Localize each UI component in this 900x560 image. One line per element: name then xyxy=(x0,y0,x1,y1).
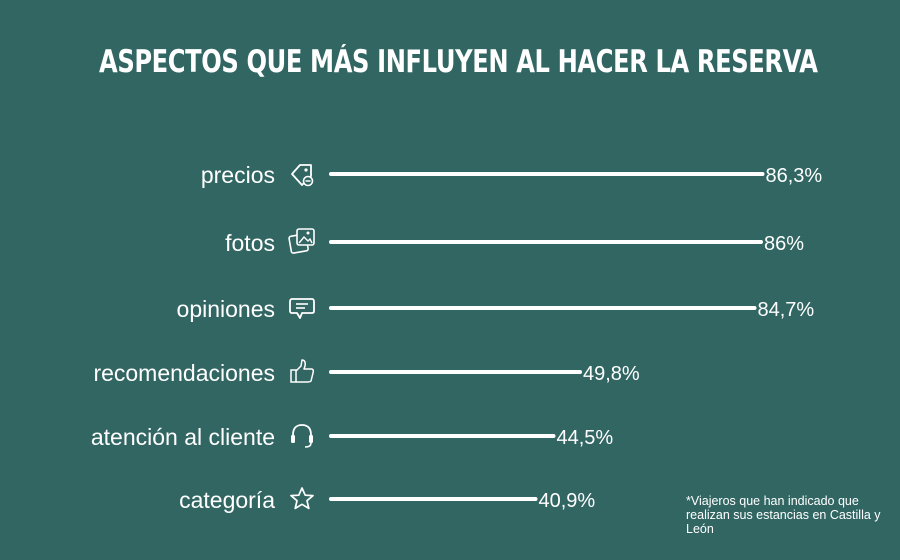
star-icon xyxy=(290,487,314,510)
category-label: atención al cliente xyxy=(91,424,275,450)
value-label: 49,8% xyxy=(583,363,640,385)
photos-icon xyxy=(288,228,315,254)
value-label: 86% xyxy=(764,233,804,255)
value-label: 40,9% xyxy=(539,490,596,512)
category-label: fotos xyxy=(225,230,275,256)
headset-icon xyxy=(291,424,313,448)
thumbs-up-icon xyxy=(290,359,315,383)
footnote: *Viajeros que han indicado que realizan … xyxy=(686,494,881,536)
price-tag-icon xyxy=(291,164,314,187)
speech-bubble-icon xyxy=(289,298,315,319)
category-label: precios xyxy=(201,162,275,188)
value-label: 44,5% xyxy=(557,427,614,449)
category-label: categoría xyxy=(179,487,275,513)
value-label: 86,3% xyxy=(766,165,823,187)
category-label: opiniones xyxy=(177,296,275,322)
value-label: 84,7% xyxy=(758,299,815,321)
category-label: recomendaciones xyxy=(93,360,275,386)
chart-title: ASPECTOS QUE MÁS INFLUYEN AL HACER LA RE… xyxy=(99,44,818,80)
